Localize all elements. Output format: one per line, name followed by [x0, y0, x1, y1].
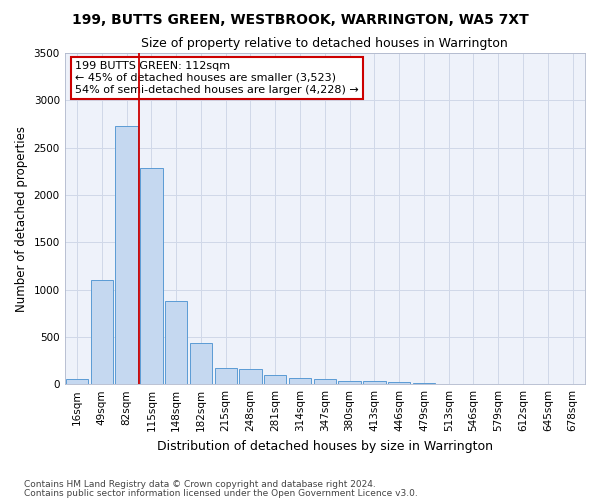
Bar [314, 379, 336, 384]
Bar [91, 280, 113, 384]
Text: Contains HM Land Registry data © Crown copyright and database right 2024.: Contains HM Land Registry data © Crown c… [24, 480, 376, 489]
Y-axis label: Number of detached properties: Number of detached properties [15, 126, 28, 312]
Bar [215, 368, 237, 384]
Title: Size of property relative to detached houses in Warrington: Size of property relative to detached ho… [142, 38, 508, 51]
Bar [338, 381, 361, 384]
Bar [363, 382, 386, 384]
Text: 199 BUTTS GREEN: 112sqm
← 45% of detached houses are smaller (3,523)
54% of semi: 199 BUTTS GREEN: 112sqm ← 45% of detache… [75, 62, 359, 94]
Bar [413, 383, 435, 384]
Bar [239, 369, 262, 384]
Bar [388, 382, 410, 384]
Bar [165, 302, 187, 384]
Text: Contains public sector information licensed under the Open Government Licence v3: Contains public sector information licen… [24, 489, 418, 498]
Bar [289, 378, 311, 384]
Bar [264, 375, 286, 384]
Bar [140, 168, 163, 384]
Bar [190, 344, 212, 384]
Bar [66, 379, 88, 384]
X-axis label: Distribution of detached houses by size in Warrington: Distribution of detached houses by size … [157, 440, 493, 452]
Bar [115, 126, 138, 384]
Text: 199, BUTTS GREEN, WESTBROOK, WARRINGTON, WA5 7XT: 199, BUTTS GREEN, WESTBROOK, WARRINGTON,… [71, 12, 529, 26]
